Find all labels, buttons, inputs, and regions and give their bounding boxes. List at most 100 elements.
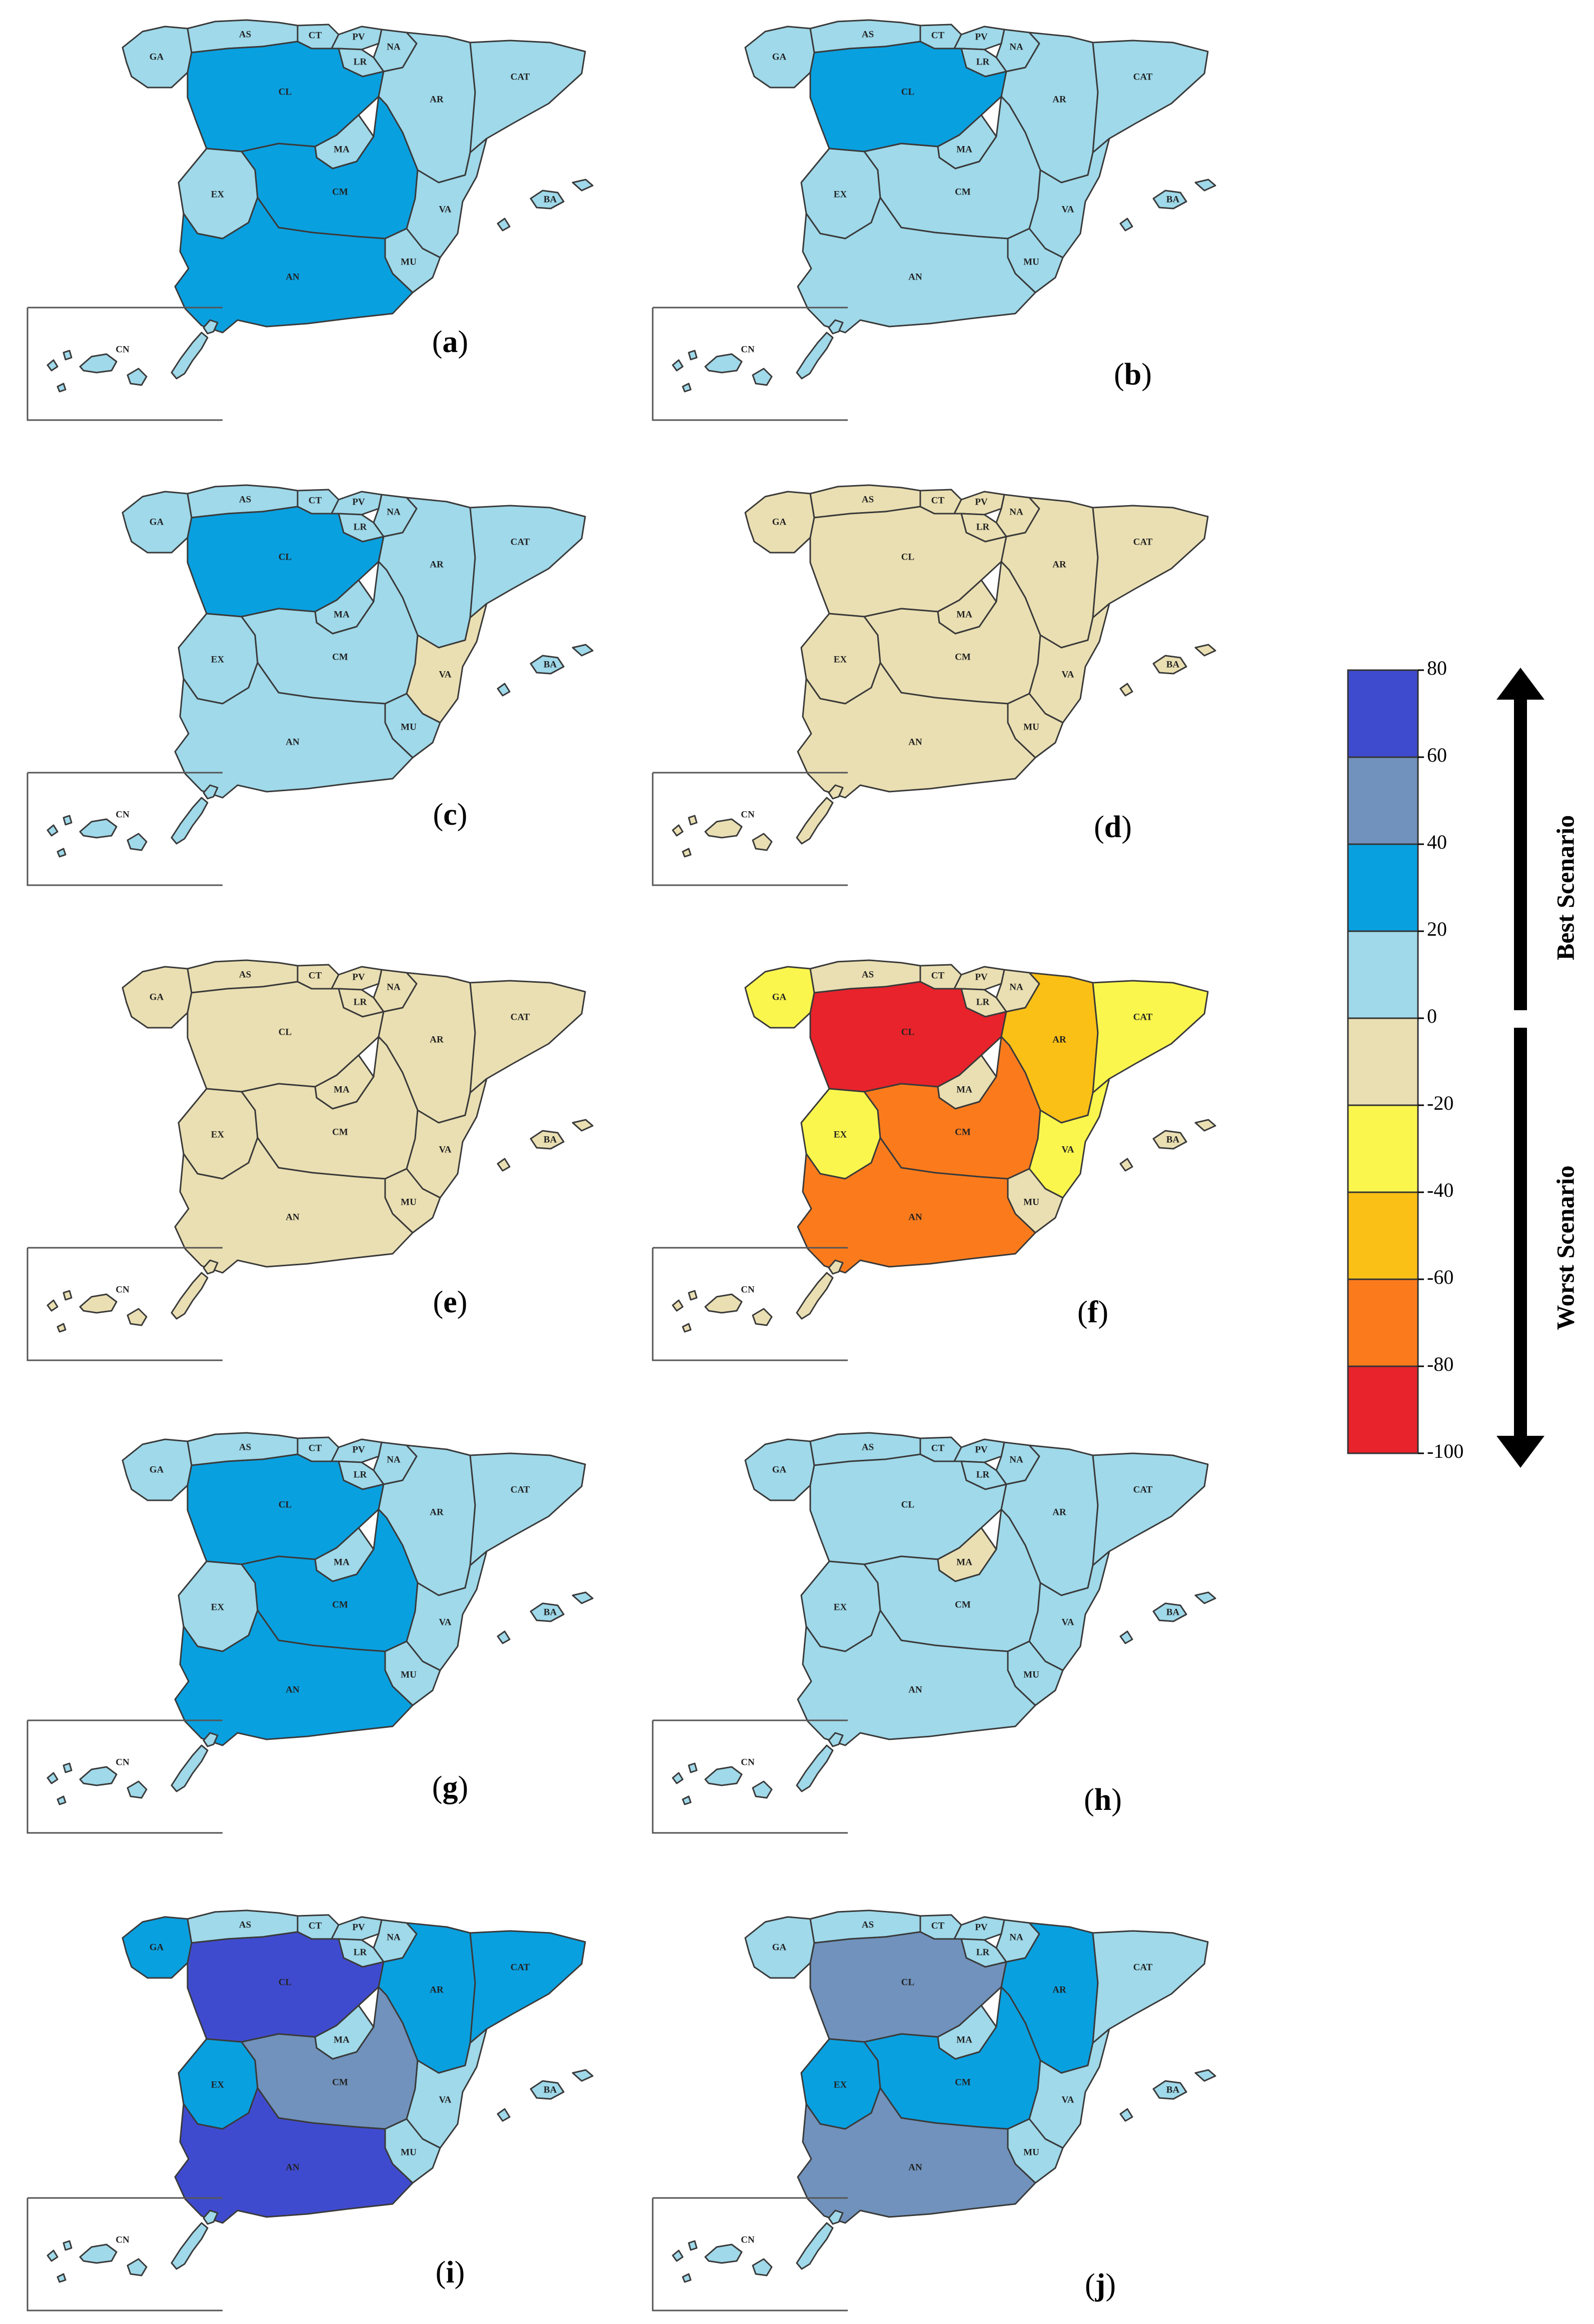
legend-tick-label: 20 bbox=[1427, 918, 1447, 940]
region-cat bbox=[1092, 980, 1209, 1094]
region-label-pv: PV bbox=[975, 1444, 988, 1455]
region-label-as: AS bbox=[862, 494, 874, 505]
region-ba bbox=[497, 1119, 594, 1172]
legend-tick-label: -20 bbox=[1427, 1092, 1453, 1114]
panel-label-g: (g) bbox=[432, 1770, 468, 1804]
region-label-cat: CAT bbox=[1133, 1962, 1153, 1972]
map-mainland-i: GA AS CT PV NA LR CL AR CAT MA EX CM VA MU AN BA bbox=[122, 1909, 594, 2224]
region-label-cat: CAT bbox=[1133, 1484, 1153, 1495]
region-label-mu: MU bbox=[1023, 257, 1039, 267]
region-label-cn: CN bbox=[741, 1284, 755, 1295]
region-label-ex: EX bbox=[834, 654, 847, 665]
region-label-lr: LR bbox=[354, 1469, 367, 1480]
map-panel-c: GA AS CT PV NA LR CL AR CAT MA EX CM VA MU AN BA CN (c) bbox=[27, 484, 594, 886]
region-cat bbox=[1092, 40, 1209, 154]
legend-bin-7 bbox=[1347, 1278, 1419, 1367]
legend-tick-label: -60 bbox=[1427, 1266, 1453, 1288]
legend-tick-label: 60 bbox=[1427, 744, 1447, 766]
region-label-na: NA bbox=[387, 1454, 401, 1465]
region-label-cat: CAT bbox=[511, 1962, 530, 1972]
region-label-lr: LR bbox=[354, 1947, 367, 1957]
canary-inset-i: CN bbox=[27, 2197, 223, 2311]
panel-label-c: (c) bbox=[433, 798, 468, 832]
region-label-ar: AR bbox=[430, 94, 444, 105]
region-label-cn: CN bbox=[116, 809, 130, 820]
legend-bin-0 bbox=[1347, 669, 1419, 758]
region-label-na: NA bbox=[387, 507, 401, 517]
region-label-ct: CT bbox=[931, 1443, 945, 1453]
region-label-cl: CL bbox=[279, 1499, 292, 1510]
region-label-cm: CM bbox=[955, 1127, 971, 1137]
legend-bin-1 bbox=[1347, 756, 1419, 845]
region-label-lr: LR bbox=[354, 997, 367, 1007]
region-cat bbox=[1092, 505, 1209, 619]
region-label-mu: MU bbox=[1023, 2147, 1039, 2157]
inset-frame bbox=[652, 2197, 848, 2311]
region-label-as: AS bbox=[239, 1442, 251, 1452]
region-label-ga: GA bbox=[772, 517, 787, 527]
region-label-ar: AR bbox=[1052, 1507, 1066, 1517]
region-label-as: AS bbox=[239, 969, 251, 980]
region-label-an: AN bbox=[286, 2162, 300, 2172]
region-label-va: VA bbox=[1062, 669, 1074, 680]
region-ba bbox=[497, 2069, 594, 2122]
region-label-ar: AR bbox=[430, 1984, 444, 1995]
region-cat bbox=[1092, 1452, 1209, 1566]
region-label-cat: CAT bbox=[511, 72, 530, 82]
region-label-ma: MA bbox=[956, 144, 972, 155]
region-cn bbox=[47, 2209, 219, 2283]
region-label-va: VA bbox=[439, 204, 452, 215]
map-mainland-e: GA AS CT PV NA LR CL AR CAT MA EX CM VA MU AN BA bbox=[122, 959, 594, 1274]
canary-inset-g: CN bbox=[27, 1719, 223, 1834]
region-label-ex: EX bbox=[211, 654, 225, 665]
region-label-na: NA bbox=[1009, 507, 1023, 517]
region-label-cm: CM bbox=[332, 187, 348, 197]
region-label-ct: CT bbox=[931, 495, 945, 506]
region-label-ba: BA bbox=[544, 1607, 557, 1617]
region-cn bbox=[47, 784, 219, 858]
region-label-pv: PV bbox=[975, 972, 988, 982]
region-label-pv: PV bbox=[352, 32, 365, 42]
region-label-ar: AR bbox=[1052, 1984, 1066, 1995]
region-label-mu: MU bbox=[1023, 1197, 1039, 1207]
region-label-pv: PV bbox=[352, 497, 365, 507]
region-cat bbox=[469, 1930, 586, 2044]
region-label-ga: GA bbox=[772, 1464, 787, 1475]
inset-frame bbox=[652, 307, 848, 421]
map-mainland-d: GA AS CT PV NA LR CL AR CAT MA EX CM VA MU AN BA bbox=[744, 484, 1216, 799]
region-label-va: VA bbox=[1062, 204, 1074, 215]
region-label-cat: CAT bbox=[511, 1484, 530, 1495]
region-label-ga: GA bbox=[772, 52, 787, 62]
region-label-va: VA bbox=[1062, 1617, 1074, 1627]
region-label-ar: AR bbox=[430, 1034, 444, 1045]
region-label-ct: CT bbox=[309, 970, 322, 981]
region-label-va: VA bbox=[439, 1617, 452, 1627]
panel-label-b: (b) bbox=[1114, 358, 1152, 392]
region-label-cm: CM bbox=[955, 1599, 971, 1610]
legend-tick-label: -100 bbox=[1427, 1440, 1463, 1462]
region-label-ma: MA bbox=[334, 144, 350, 155]
canary-inset-d: CN bbox=[652, 772, 848, 886]
region-label-cat: CAT bbox=[1133, 1012, 1153, 1022]
region-label-ex: EX bbox=[211, 2079, 225, 2090]
region-label-ma: MA bbox=[956, 1084, 972, 1095]
region-label-ar: AR bbox=[1052, 94, 1066, 105]
region-label-va: VA bbox=[439, 1144, 452, 1155]
region-cat bbox=[469, 980, 586, 1094]
region-label-cm: CM bbox=[332, 652, 348, 662]
canary-inset-f: CN bbox=[652, 1247, 848, 1361]
region-label-ex: EX bbox=[834, 1129, 847, 1140]
region-label-ct: CT bbox=[309, 30, 322, 41]
region-label-cn: CN bbox=[741, 344, 755, 355]
region-label-pv: PV bbox=[975, 497, 988, 507]
region-label-cm: CM bbox=[955, 652, 971, 662]
region-ba bbox=[497, 644, 594, 697]
region-label-cn: CN bbox=[741, 809, 755, 820]
region-label-as: AS bbox=[239, 29, 251, 40]
canary-inset-a: CN bbox=[27, 307, 223, 421]
region-label-as: AS bbox=[862, 969, 874, 980]
region-label-cl: CL bbox=[279, 87, 292, 97]
region-label-an: AN bbox=[286, 272, 300, 282]
region-label-lr: LR bbox=[976, 57, 990, 67]
color-legend: 80 60 40 20 0 -20 -40 -60 -80 -100 Best Scenario Wo… bbox=[1347, 657, 1579, 1468]
